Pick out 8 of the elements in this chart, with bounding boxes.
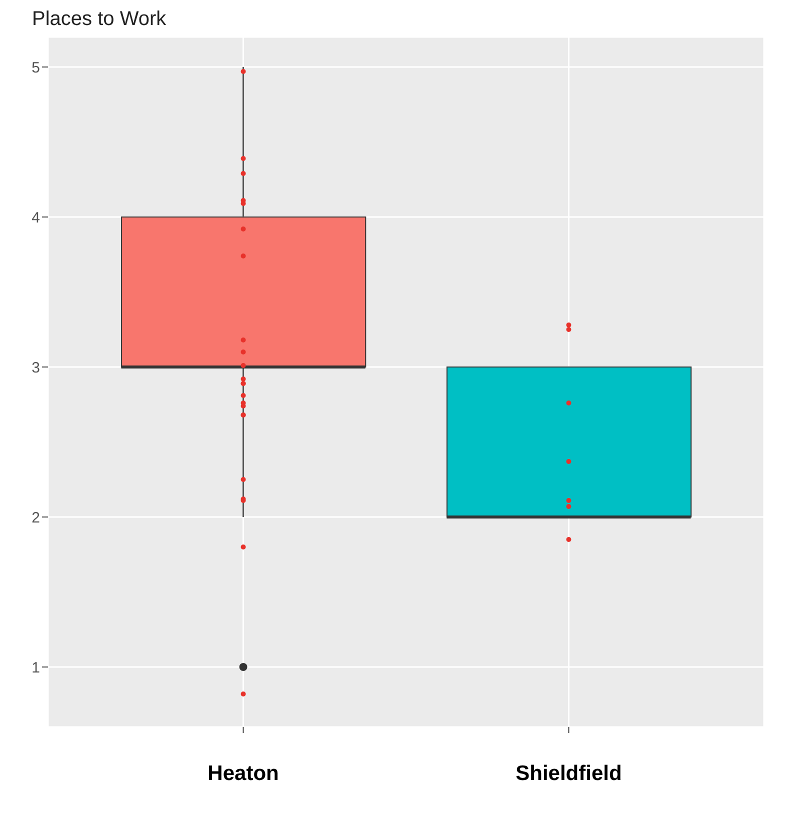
x-tick-label: Heaton [208,762,279,785]
y-tick-label: 5 [32,59,40,76]
chart-title: Places to Work [32,8,168,31]
x-tick-label: Shieldfield [516,762,622,785]
y-tick-label: 3 [32,359,40,376]
y-tick-label: 4 [32,209,40,226]
y-tick-label: 2 [32,509,40,526]
y-tick-label: 1 [32,659,40,676]
